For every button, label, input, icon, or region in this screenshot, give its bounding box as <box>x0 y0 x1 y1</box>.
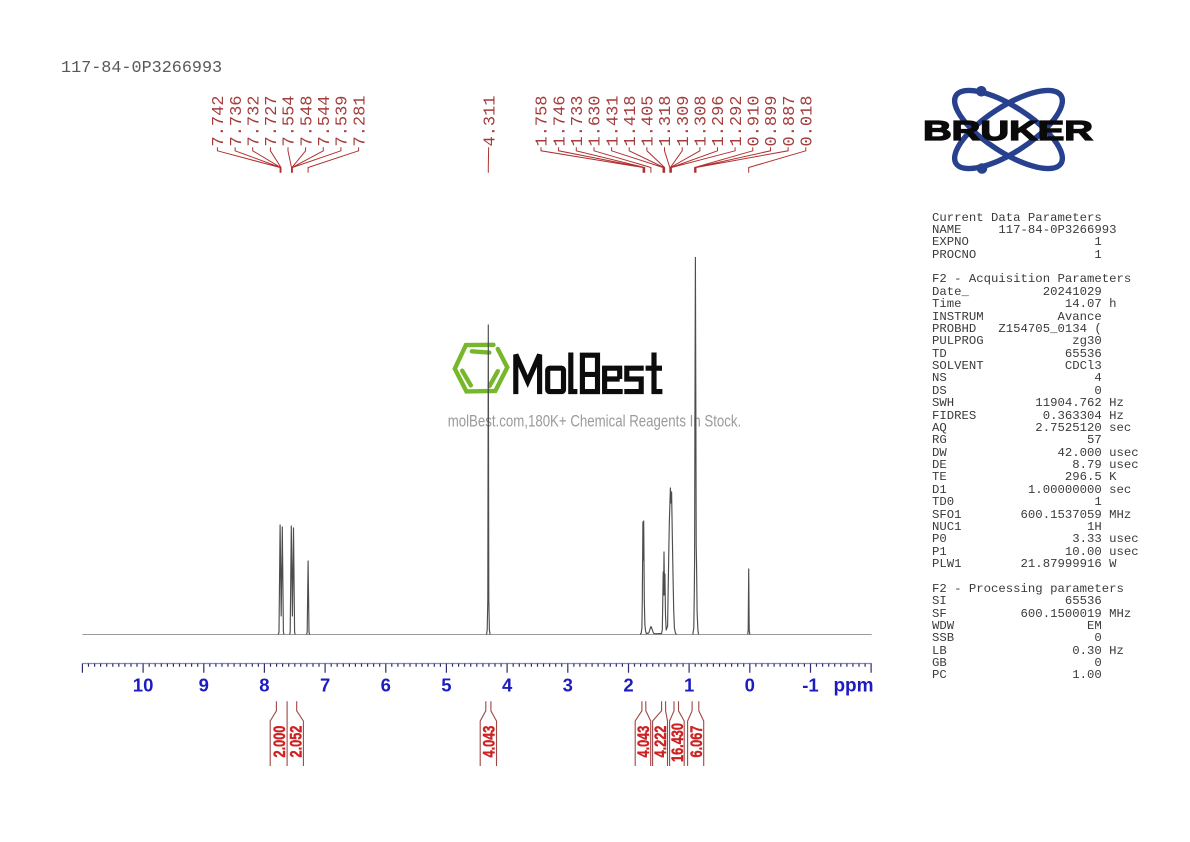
svg-text:1.296: 1.296 <box>710 95 729 146</box>
svg-text:7.548: 7.548 <box>298 95 317 146</box>
svg-text:2.052: 2.052 <box>287 726 306 758</box>
svg-text:1.292: 1.292 <box>728 95 747 146</box>
svg-text:0.887: 0.887 <box>781 95 800 146</box>
svg-text:1.405: 1.405 <box>640 95 659 146</box>
svg-text:7.742: 7.742 <box>210 95 229 146</box>
svg-text:1.758: 1.758 <box>534 95 553 146</box>
svg-text:7.539: 7.539 <box>334 95 353 146</box>
svg-text:1.746: 1.746 <box>551 95 570 146</box>
svg-text:1.308: 1.308 <box>693 95 712 146</box>
svg-text:7.554: 7.554 <box>281 95 300 146</box>
svg-text:1.431: 1.431 <box>604 95 623 146</box>
svg-text:7.732: 7.732 <box>245 95 264 146</box>
svg-text:4.311: 4.311 <box>481 95 500 146</box>
svg-text:1.418: 1.418 <box>622 95 641 146</box>
svg-text:1: 1 <box>684 675 694 696</box>
svg-text:BRUKER: BRUKER <box>923 115 1093 146</box>
svg-text:7.544: 7.544 <box>316 95 335 146</box>
svg-text:6.067: 6.067 <box>687 726 706 758</box>
svg-text:4.043: 4.043 <box>634 726 653 758</box>
svg-text:3: 3 <box>563 675 573 696</box>
svg-text:4: 4 <box>502 675 513 696</box>
svg-text:7.727: 7.727 <box>263 95 282 146</box>
svg-text:0.899: 0.899 <box>763 95 782 146</box>
svg-text:10: 10 <box>133 675 154 696</box>
svg-text:7.736: 7.736 <box>228 95 247 146</box>
svg-text:molBest.com,180K+ Chemical Rea: molBest.com,180K+ Chemical Reagents In S… <box>448 413 742 431</box>
svg-text:1.309: 1.309 <box>675 95 694 146</box>
svg-text:6: 6 <box>381 675 391 696</box>
svg-text:7: 7 <box>320 675 330 696</box>
svg-text:4.222: 4.222 <box>651 726 670 758</box>
svg-text:5: 5 <box>441 675 451 696</box>
svg-text:16.430: 16.430 <box>668 723 687 762</box>
svg-text:4.043: 4.043 <box>480 726 499 758</box>
svg-text:ppm: ppm <box>833 676 873 697</box>
svg-text:0.910: 0.910 <box>746 95 765 146</box>
svg-text:8: 8 <box>259 675 269 696</box>
svg-text:-1: -1 <box>802 675 818 696</box>
svg-text:1.733: 1.733 <box>569 95 588 146</box>
svg-text:1.630: 1.630 <box>587 95 606 146</box>
svg-text:2.000: 2.000 <box>270 726 289 758</box>
svg-text:1.318: 1.318 <box>657 95 676 146</box>
svg-text:0: 0 <box>745 675 755 696</box>
svg-text:7.281: 7.281 <box>351 95 370 146</box>
svg-text:9: 9 <box>199 675 209 696</box>
svg-text:2: 2 <box>623 675 633 696</box>
svg-text:0.018: 0.018 <box>799 95 818 146</box>
